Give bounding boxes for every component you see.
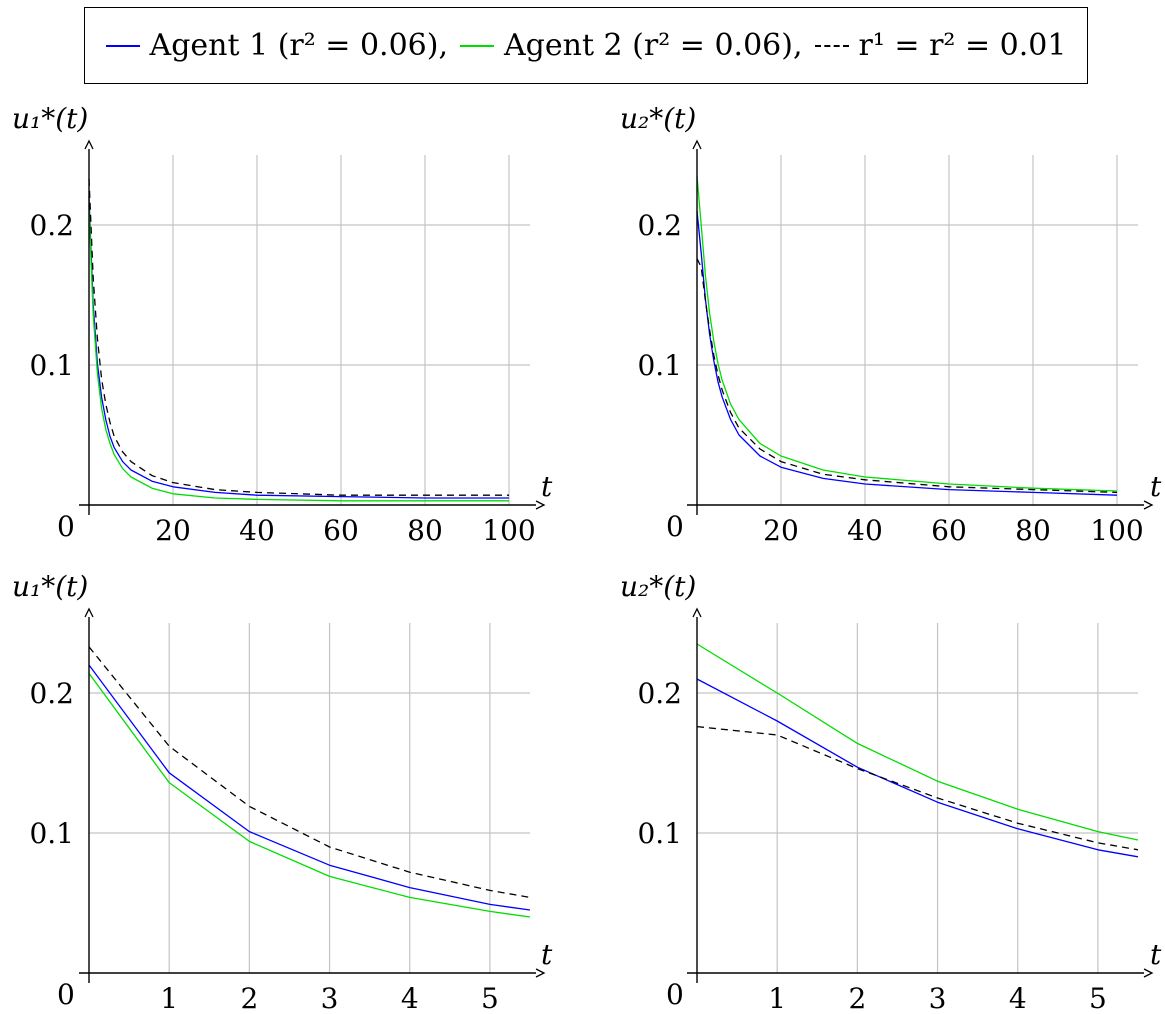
series-line-2 [88,205,509,502]
origin-label: 0 [666,510,684,543]
y-tick-label: 0.2 [29,209,74,242]
x-tick-label: 2 [240,982,258,1014]
legend: Agent 1 (r² = 0.06), Agent 2 (r² = 0.06)… [84,7,1088,84]
series-line-2 [696,175,1118,492]
series-line-1 [696,678,1139,858]
y-tick-label: 0.1 [637,349,682,382]
x-tick-label: 5 [481,982,499,1014]
y-tick-label: 0.2 [29,677,74,710]
legend-label-agent-1: Agent 1 (r² = 0.06), [149,28,449,63]
series-line-2 [88,673,531,918]
legend-label-baseline: r¹ = r² = 0.01 [858,28,1067,63]
origin-label: 0 [57,978,75,1011]
legend-entries: Agent 1 (r² = 0.06), Agent 2 (r² = 0.06)… [85,8,1087,83]
y-tick-label: 0.1 [637,817,682,850]
x-axis-label: t [541,470,553,503]
x-axis-label: t [1150,470,1162,503]
x-tick-label: 1 [160,982,178,1014]
series-line-3 [88,178,509,496]
legend-entry-agent-1: Agent 1 (r² = 0.06), [105,28,449,63]
x-axis-arrow [535,968,546,978]
chart-panel-4: 1 2 3 4 5 0.1 0.2 0 u₂*(t) t [620,570,1162,1014]
x-axis-arrow [1143,968,1154,978]
series-line-3 [696,725,1139,851]
x-tick-label: 40 [239,514,275,547]
x-tick-label: 3 [321,982,339,1014]
y-axis-label: u₁*(t) [12,570,88,603]
x-tick-label: 3 [929,982,947,1014]
legend-entry-agent-2: Agent 2 (r² = 0.06), [460,28,803,63]
x-tick-label: 4 [401,982,419,1014]
y-tick-label: 0.2 [637,209,682,242]
series-line-2 [696,643,1139,841]
x-axis-label: t [1150,938,1162,971]
x-tick-label: 80 [1015,514,1051,547]
x-axis-label: t [541,938,553,971]
series-line-1 [88,196,509,499]
y-axis-arrow [84,139,94,150]
legend-entry-baseline: r¹ = r² = 0.01 [814,28,1067,63]
chart-panel-3: 1 2 3 4 5 0.1 0.2 0 u₁*(t) t [12,570,553,1014]
x-tick-label: 2 [848,982,866,1014]
x-tick-label: 100 [482,514,535,547]
x-tick-label: 60 [931,514,967,547]
legend-swatch-agent-1 [105,44,140,47]
y-axis-arrow [84,607,94,618]
x-tick-label: 80 [407,514,443,547]
series-line-3 [88,646,531,899]
origin-label: 0 [666,978,684,1011]
y-axis-label: u₁*(t) [12,102,88,135]
x-tick-label: 20 [155,514,191,547]
legend-label-agent-2: Agent 2 (r² = 0.06), [504,28,803,63]
chart-panel-2: 20 40 60 80 100 0.1 0.2 0 u₂*(t) t [620,102,1162,547]
y-tick-label: 0.1 [29,349,74,382]
x-tick-label: 1 [768,982,786,1014]
chart-panel-1: 20 40 60 80 100 0.1 0.2 0 u₁*(t) t [12,102,553,547]
y-axis-label: u₂*(t) [620,570,696,603]
series-line-1 [696,210,1118,496]
y-tick-label: 0.1 [29,817,74,850]
x-tick-label: 20 [763,514,799,547]
x-axis-arrow [535,500,546,510]
series-line-1 [88,664,531,911]
x-tick-label: 4 [1009,982,1027,1014]
y-axis-arrow [692,139,702,150]
x-tick-label: 100 [1090,514,1143,547]
x-axis-arrow [1143,500,1154,510]
series-line-3 [696,258,1118,494]
legend-swatch-agent-2 [460,44,495,47]
x-tick-label: 40 [847,514,883,547]
y-tick-label: 0.2 [637,677,682,710]
y-axis-label: u₂*(t) [620,102,696,135]
y-axis-arrow [692,607,702,618]
origin-label: 0 [57,510,75,543]
x-tick-label: 60 [323,514,359,547]
legend-swatch-baseline [814,44,849,47]
x-tick-label: 5 [1089,982,1107,1014]
